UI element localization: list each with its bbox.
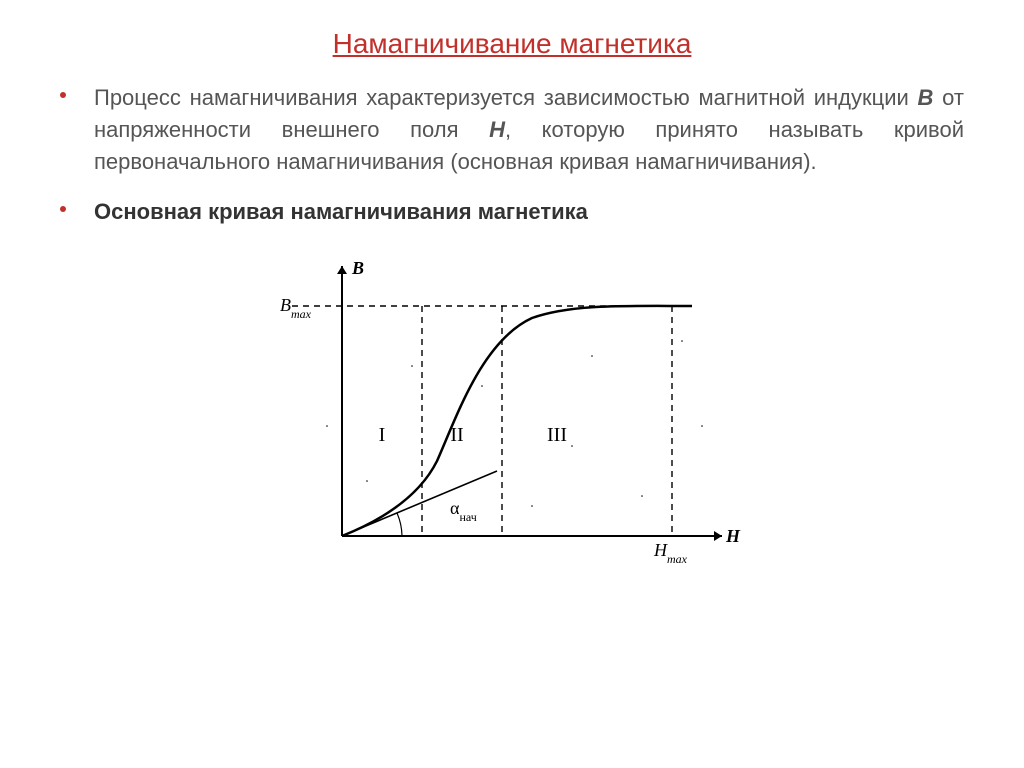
subheading-text: Основная кривая намагничивания магнетика [94,196,964,228]
bullet-paragraph: Процесс намагничивания характеризуется з… [60,82,964,178]
svg-text:H: H [725,526,741,546]
svg-text:I: I [379,424,386,446]
para-lead: Процесс намагничивания [94,85,358,110]
bullet-dot-icon [60,92,66,98]
slide: Намагничивание магнетика Процесс намагни… [0,0,1024,768]
bullet-dot-icon [60,206,66,212]
paragraph-text: Процесс намагничивания характеризуется з… [94,82,964,178]
chart-container: BHBmaxHmaxIIIIIIαнач [60,246,964,586]
magnetization-chart: BHBmaxHmaxIIIIIIαнач [272,246,752,586]
svg-text:Hmax: Hmax [653,540,688,566]
svg-text:Bmax: Bmax [280,295,312,321]
bullet-subheading: Основная кривая намагничивания магнетика [60,196,964,228]
svg-text:III: III [547,424,567,446]
svg-text:B: B [351,258,364,278]
symbol-H: H [489,117,505,142]
svg-text:αнач: αнач [450,498,477,524]
symbol-B: B [918,85,934,110]
para-preB: характеризуется зависимостью магнитной и… [358,85,918,110]
page-title: Намагничивание магнетика [60,28,964,60]
